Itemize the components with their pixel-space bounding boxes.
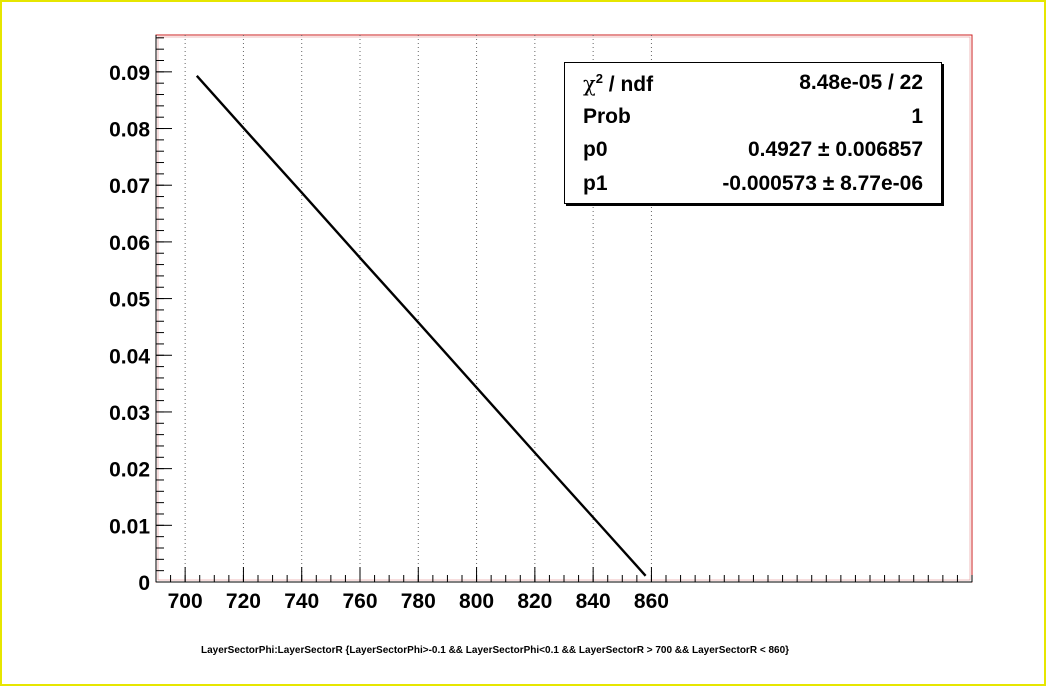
y-tick-label: 0 [138, 572, 150, 595]
stat-p0-row: p0 0.4927 ± 0.006857 [583, 138, 923, 170]
fit-line-series-0 [195, 75, 647, 577]
stat-prob-label: Prob [583, 105, 631, 128]
y-tick-label: 0.07 [109, 175, 150, 198]
stat-prob-row: Prob 1 [583, 105, 923, 137]
y-tick-label: 0.04 [109, 345, 150, 368]
x-tick-label: 720 [226, 590, 261, 613]
stat-chi2-label: χ2 / ndf [583, 71, 654, 96]
y-tick-label: 0.09 [109, 62, 150, 85]
stat-p1-row: p1 -0.000573 ± 8.77e-06 [583, 172, 923, 204]
fit-stats-box: χ2 / ndf 8.48e-05 / 22 Prob 1 p0 0.4927 … [564, 62, 942, 204]
x-tick-label: 840 [576, 590, 611, 613]
y-tick-label: 0.02 [109, 459, 150, 482]
y-tick-label: 0.08 [109, 119, 150, 142]
chart-caption: LayerSectorPhi:LayerSectorR {LayerSector… [200, 645, 790, 656]
x-tick-label: 800 [459, 590, 494, 613]
stat-chi2-row: χ2 / ndf 8.48e-05 / 22 [583, 71, 923, 103]
x-tick-label: 700 [168, 590, 203, 613]
x-tick-label: 820 [517, 590, 552, 613]
x-tick-label: 780 [401, 590, 436, 613]
stat-prob-value: 1 [911, 105, 923, 128]
y-tick-label: 0.05 [109, 289, 150, 312]
stat-p1-value: -0.000573 ± 8.77e-06 [722, 172, 923, 195]
x-tick-label: 740 [284, 590, 319, 613]
y-tick-label: 0.01 [109, 515, 150, 538]
stat-p0-label: p0 [583, 138, 608, 161]
x-tick-label: 760 [342, 590, 377, 613]
y-tick-label: 0.06 [109, 232, 150, 255]
y-tick-label: 0.03 [109, 402, 150, 425]
stat-chi2-value: 8.48e-05 / 22 [799, 71, 923, 94]
stat-p1-label: p1 [583, 172, 608, 195]
x-tick-label: 860 [634, 590, 669, 613]
stat-p0-value: 0.4927 ± 0.006857 [747, 138, 923, 161]
